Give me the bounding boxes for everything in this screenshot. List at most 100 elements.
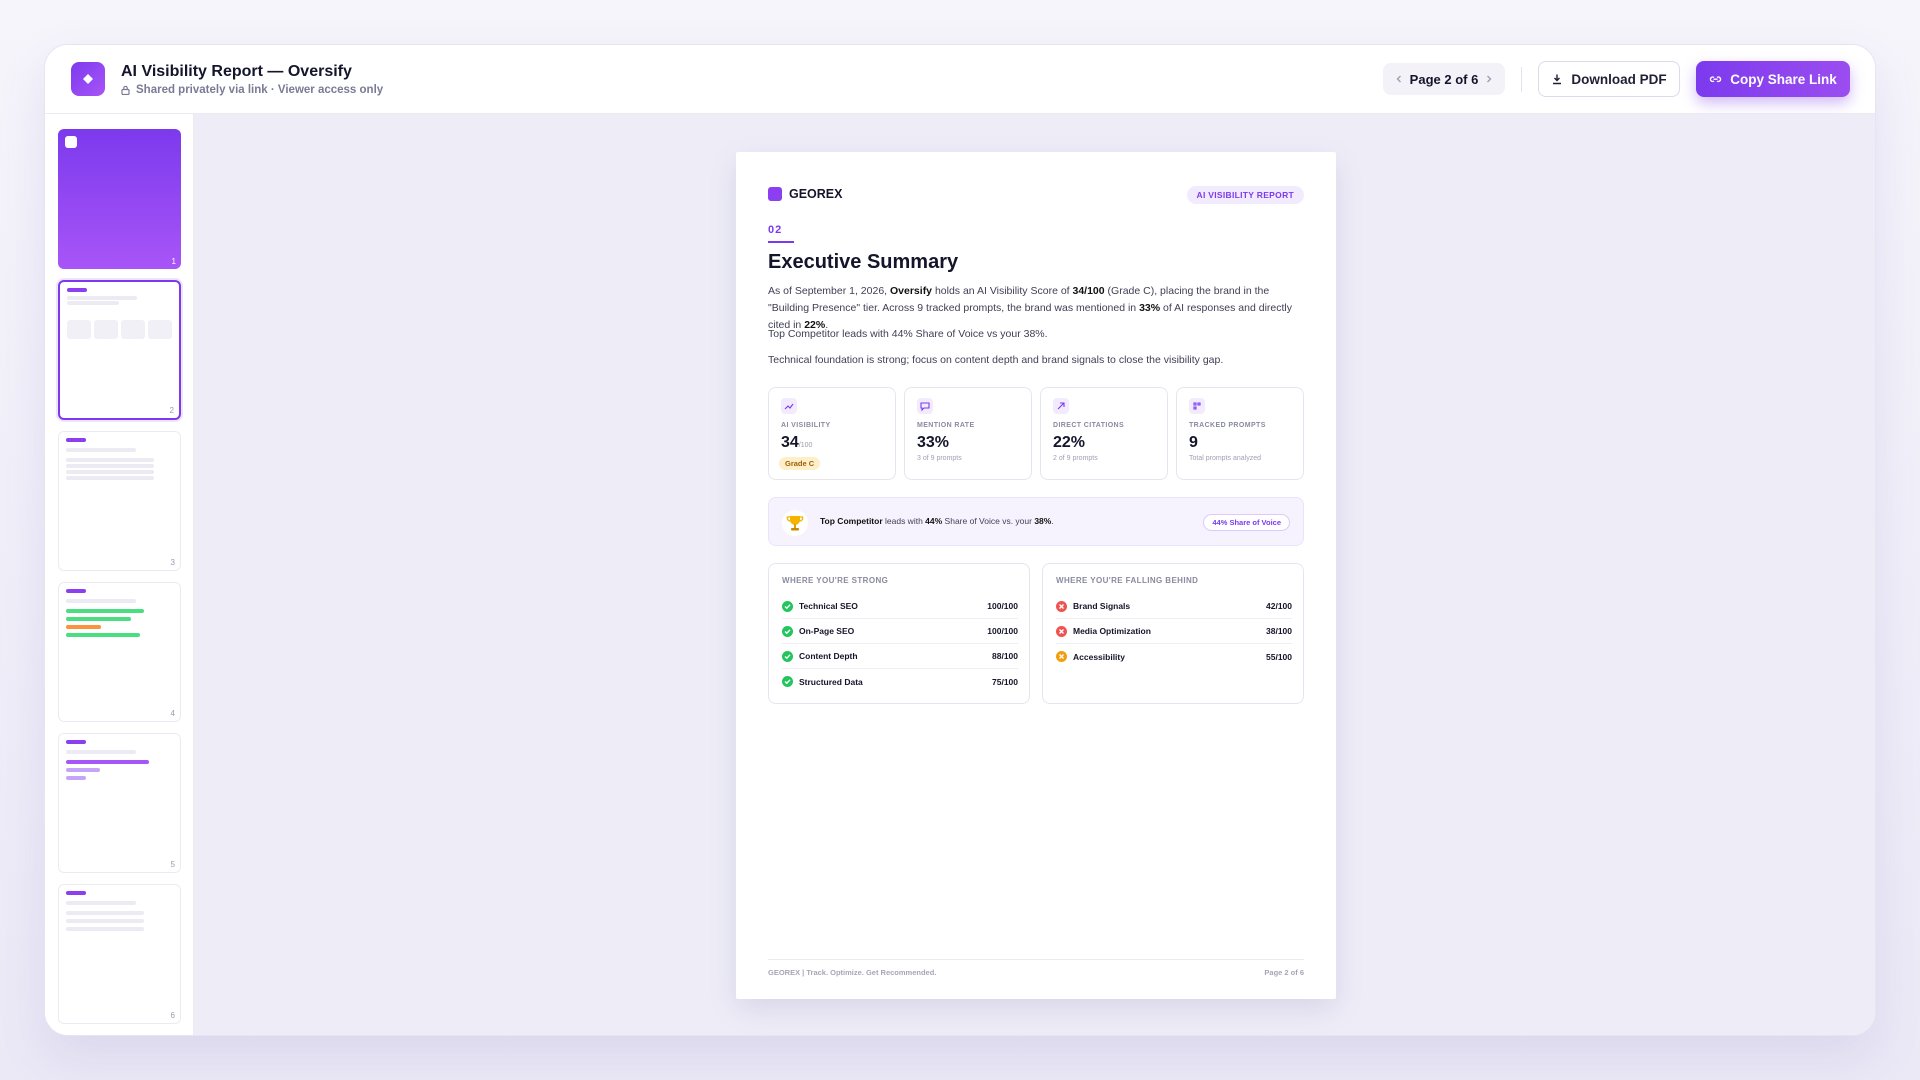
metric-score: 100/100	[987, 601, 1018, 611]
metric-name: Media Optimization	[1073, 626, 1151, 636]
competitor-text: Top Competitor leads with 44% Share of V…	[820, 516, 1054, 526]
paragraph: Top Competitor leads with 44% Share of V…	[768, 326, 1304, 343]
thumb-line	[66, 901, 136, 905]
thumb-page-number: 3	[170, 558, 175, 567]
bold-text: 33%	[1139, 302, 1161, 314]
status-icon	[782, 676, 793, 687]
stat-note: 2 of 9 prompts	[1053, 455, 1098, 462]
next-page[interactable]	[1485, 74, 1493, 84]
thumb-line	[66, 438, 86, 442]
metric-name: Brand Signals	[1073, 601, 1131, 611]
bold-text: 44%	[925, 516, 943, 526]
share-button[interactable]: Copy Share Link	[1696, 61, 1850, 97]
page-thumbnail[interactable]: 3	[58, 431, 181, 571]
thumb-line	[66, 760, 149, 764]
stat-icon	[781, 398, 797, 414]
stat-card: TRACKED PROMPTS 9 Total prompts analyzed	[1176, 387, 1304, 480]
stat-value: 22%	[1053, 434, 1085, 452]
report-badge: AI VISIBILITY REPORT	[1186, 186, 1304, 204]
thumb-line	[66, 599, 136, 603]
thumb-line	[66, 633, 140, 637]
thumb-box	[121, 320, 145, 339]
status-icon	[1056, 600, 1067, 612]
download-button[interactable]: Download PDF	[1538, 61, 1680, 97]
thumb-line	[66, 927, 144, 931]
status-glyph	[784, 653, 791, 659]
page-thumbnail[interactable]: 5	[58, 733, 181, 873]
thumb-line	[66, 911, 144, 915]
column-title: WHERE YOU'RE FALLING BEHIND	[1056, 576, 1199, 585]
metric-name: Technical SEO	[799, 601, 858, 611]
footer-rule	[768, 959, 1304, 960]
thumb-page-number: 2	[169, 406, 174, 415]
thumb-page-number: 5	[170, 860, 175, 869]
thumb-line	[66, 589, 86, 593]
stat-label: MENTION RATE	[917, 422, 975, 429]
text-run: As of September 1, 2026,	[768, 285, 890, 297]
stat-number: 9	[1189, 434, 1198, 451]
divider	[1521, 67, 1522, 92]
download-label: Download PDF	[1571, 71, 1667, 87]
thumb-line	[66, 625, 101, 629]
stat-value: 33%	[917, 434, 949, 452]
report-page: GEOREX AI VISIBILITY REPORT 02 Executive…	[736, 152, 1336, 999]
bold-text: 34/100	[1072, 285, 1105, 297]
metric-name: Structured Data	[799, 676, 863, 687]
thumb-line	[66, 768, 100, 772]
stat-icon	[917, 398, 933, 414]
brand-mark	[768, 187, 782, 201]
section-number: 02	[768, 224, 783, 236]
stat-number: 33%	[917, 434, 950, 451]
bold-text: 38%	[1034, 516, 1052, 526]
share-status: Shared privately via link · Viewer acces…	[121, 84, 383, 96]
stat-icon	[1189, 398, 1205, 414]
thumb-line	[66, 776, 86, 780]
thumb-box	[94, 320, 118, 339]
competitor-callout: Top Competitor leads with 44% Share of V…	[768, 497, 1304, 546]
score-row: Structured Data 75/100	[782, 669, 1018, 694]
thumb-page-number: 6	[170, 1011, 175, 1020]
viewer-window: AI Visibility Report — Oversify Shared p…	[44, 44, 1876, 1036]
thumb-page-number: 1	[171, 257, 176, 266]
text-run: .	[825, 319, 829, 331]
text-run: leads with	[882, 516, 926, 526]
score-row: Content Depth 88/100	[782, 644, 1018, 669]
thumb-line	[66, 470, 154, 474]
prev-page[interactable]	[1395, 74, 1403, 84]
page-thumbnail[interactable]: 4	[58, 582, 181, 722]
page-thumbnail[interactable]: 2	[58, 280, 181, 420]
page-thumbnail[interactable]: 6	[58, 884, 181, 1024]
metric-name: Accessibility	[1073, 651, 1125, 662]
status-glyph	[1059, 603, 1064, 609]
thumb-line	[66, 750, 136, 754]
page-thumbnail[interactable]: 1	[58, 129, 181, 269]
score-column: WHERE YOU'RE FALLING BEHIND Brand Signals…	[1042, 563, 1304, 704]
footer-right: Page 2 of 6	[1264, 968, 1304, 977]
thumb-line	[66, 609, 144, 613]
score-row: Accessibility 55/100	[1056, 644, 1292, 669]
thumb-line	[66, 919, 144, 923]
text-run: Share of Voice vs. your	[942, 516, 1035, 526]
status-icon	[782, 625, 793, 637]
text-run: of AI responses and directly cited in	[768, 302, 1292, 331]
stat-number: 22%	[1053, 434, 1086, 451]
score-row: On-Page SEO 100/100	[782, 619, 1018, 644]
stat-note: 3 of 9 prompts	[917, 455, 962, 462]
metric-score: 88/100	[992, 651, 1018, 661]
thumb-page-number: 4	[170, 709, 175, 718]
thumb-box	[67, 320, 91, 339]
thumb-line	[66, 617, 131, 621]
grade-badge: Grade C	[779, 457, 821, 470]
app-logo	[71, 62, 105, 96]
column-title: WHERE YOU'RE STRONG	[782, 576, 889, 585]
stat-label: AI VISIBILITY	[781, 422, 831, 429]
lock-icon	[121, 85, 130, 95]
thumb-line	[66, 740, 86, 744]
stat-number: 34	[781, 434, 799, 451]
thumb-box	[148, 320, 172, 339]
status-icon	[782, 650, 793, 662]
stat-icon	[1053, 398, 1069, 414]
score-row: Technical SEO 100/100	[782, 594, 1018, 619]
section-heading: Executive Summary	[768, 251, 959, 273]
stat-card: DIRECT CITATIONS 22% 2 of 9 prompts	[1040, 387, 1168, 480]
